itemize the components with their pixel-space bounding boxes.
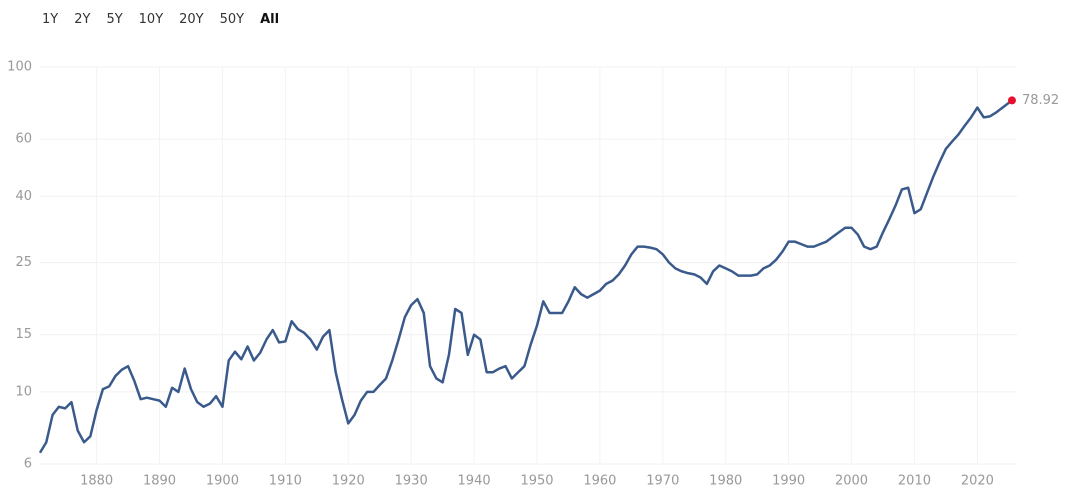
x-tick-label: 1970 [646,474,679,489]
x-tick-label: 1980 [709,474,742,489]
x-tick-label: 1890 [143,474,176,489]
line-series [38,99,1013,454]
y-tick-label: 100 [7,60,32,75]
x-tick-label: 1910 [269,474,302,489]
x-tick-label: 2000 [835,474,868,489]
x-tick-label: 1960 [583,474,616,489]
x-tick-label: 2020 [961,474,994,489]
y-tick-label: 15 [15,327,32,342]
x-tick-label: 1990 [772,474,805,489]
y-tick-label: 60 [15,132,32,147]
range-button[interactable]: 1Y [42,12,59,27]
x-tick-label: 1900 [206,474,239,489]
x-tick-label: 2010 [898,474,931,489]
x-tick-label: 1950 [520,474,553,489]
last-point [1007,96,1016,105]
range-button[interactable]: 5Y [106,12,123,27]
x-tick-label: 1920 [332,474,365,489]
range-button[interactable]: 2Y [74,12,91,27]
range-button[interactable]: 20Y [179,12,204,27]
x-tick-label: 1880 [80,474,113,489]
x-tick-label: 1940 [458,474,491,489]
y-tick-label: 6 [24,457,32,472]
y-tick-label: 10 [15,384,32,399]
range-button[interactable]: All [260,12,280,27]
y-tick-label: 40 [15,189,32,204]
y-tick-label: 25 [15,255,32,270]
x-tick-label: 1930 [395,474,428,489]
last-value-label: 78.92 [1022,93,1059,108]
range-selector: 1Y 2Y 5Y 10Y 20Y 50Y All [34,10,287,29]
range-button[interactable]: 10Y [138,12,164,27]
range-button[interactable]: 50Y [219,12,245,27]
